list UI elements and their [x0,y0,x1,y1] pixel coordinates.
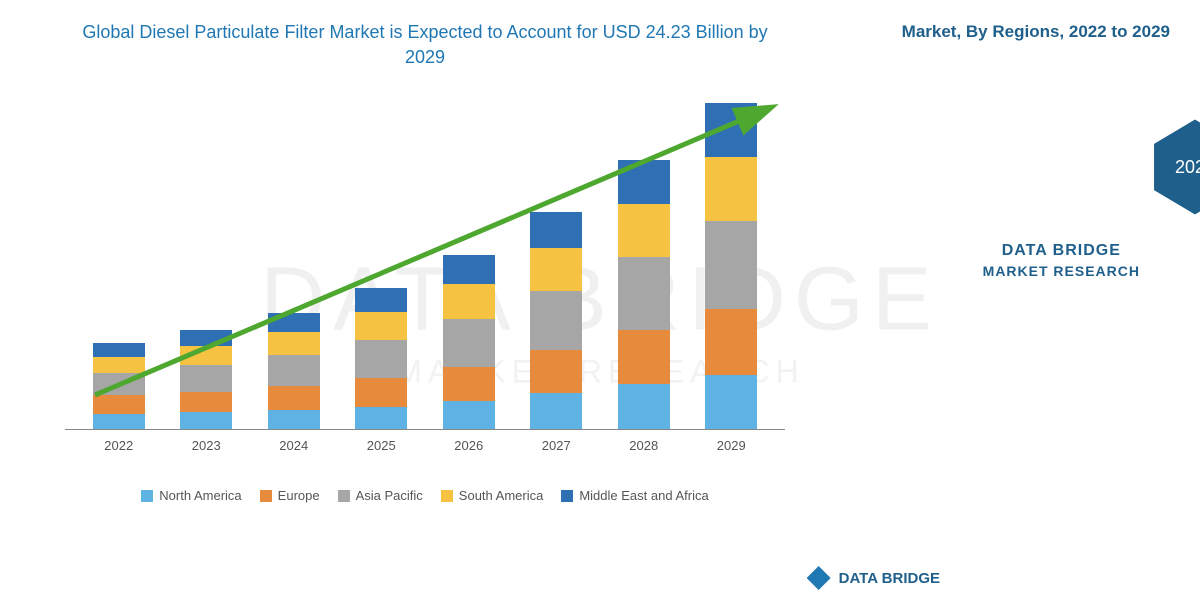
bar-segment [530,393,582,429]
bar-segment [705,103,757,157]
stacked-bar [355,288,407,430]
legend-label: Asia Pacific [356,488,423,503]
stacked-bar [705,103,757,429]
legend-item: North America [141,488,241,503]
bar-segment [530,350,582,393]
bar-segment [443,367,495,401]
bar-segment [268,355,320,387]
x-tick-label: 2029 [705,438,757,453]
bar-segment [530,291,582,350]
bar-segment [443,401,495,429]
bar-segment [180,412,232,429]
x-tick-label: 2022 [93,438,145,453]
x-tick-label: 2027 [530,438,582,453]
right-panel: Market, By Regions, 2022 to 2029 2022 20… [820,0,1200,600]
bar-group [93,343,145,429]
legend-swatch [260,490,272,502]
stacked-bar [443,255,495,430]
bar-segment [93,357,145,373]
bar-segment [355,312,407,340]
bar-segment [705,157,757,220]
bar-group [180,330,232,430]
brand-block: DATA BRIDGE MARKET RESEARCH [983,240,1140,282]
bar-segment [618,257,670,330]
bar-segment [355,288,407,312]
bar-segment [268,386,320,410]
bar-group [268,313,320,430]
legend-label: Middle East and Africa [579,488,708,503]
legend-item: Europe [260,488,320,503]
chart-panel: Global Diesel Particulate Filter Market … [0,0,820,600]
stacked-bar [268,313,320,430]
hex-front-label: 2029 [1175,157,1200,178]
stacked-bar [530,212,582,430]
legend-label: South America [459,488,544,503]
legend-label: Europe [278,488,320,503]
hex-front: 2029 [1150,115,1200,219]
bar-segment [618,160,670,204]
bar-segment [180,346,232,365]
bar-segment [705,309,757,375]
legend-swatch [561,490,573,502]
stacked-bar [180,330,232,430]
bar-group [705,103,757,429]
legend-swatch [338,490,350,502]
bar-segment [530,212,582,248]
legend-label: North America [159,488,241,503]
bar-segment [180,330,232,346]
bar-segment [355,407,407,430]
x-tick-label: 2026 [443,438,495,453]
bar-segment [705,375,757,429]
bar-segment [618,330,670,384]
right-title: Market, By Regions, 2022 to 2029 [850,20,1170,44]
x-tick-label: 2028 [618,438,670,453]
brand-line2: MARKET RESEARCH [983,262,1140,282]
bars-container [65,90,785,430]
bar-segment [443,284,495,319]
stacked-bar [618,160,670,430]
chart-area: 2022 2023 2024 2025 2026 2027 2028 2029 [65,90,785,470]
bar-segment [268,313,320,332]
bar-group [443,255,495,430]
chart-legend: North America Europe Asia Pacific South Ame… [60,488,790,503]
brand-line1: DATA BRIDGE [983,240,1140,262]
chart-title: Global Diesel Particulate Filter Market … [60,20,790,70]
legend-item: Middle East and Africa [561,488,708,503]
bar-group [618,160,670,430]
legend-swatch [141,490,153,502]
bar-segment [355,378,407,406]
stacked-bar [93,343,145,429]
bar-segment [93,343,145,357]
bar-segment [93,414,145,430]
bar-segment [355,340,407,379]
legend-item: Asia Pacific [338,488,423,503]
x-axis-labels: 2022 2023 2024 2025 2026 2027 2028 2029 [65,430,785,453]
bar-segment [443,319,495,367]
bar-segment [443,255,495,284]
bar-segment [705,221,757,309]
bar-segment [268,332,320,355]
x-tick-label: 2025 [355,438,407,453]
bar-segment [93,373,145,396]
legend-item: South America [441,488,544,503]
legend-swatch [441,490,453,502]
bar-group [530,212,582,430]
x-tick-label: 2024 [268,438,320,453]
bar-segment [268,410,320,429]
x-tick-label: 2023 [180,438,232,453]
bar-group [355,288,407,430]
bar-segment [180,392,232,412]
bar-segment [180,365,232,392]
bar-segment [618,384,670,429]
main-container: Global Diesel Particulate Filter Market … [0,0,1200,600]
bar-segment [530,248,582,291]
bar-segment [618,204,670,257]
bar-segment [93,395,145,413]
